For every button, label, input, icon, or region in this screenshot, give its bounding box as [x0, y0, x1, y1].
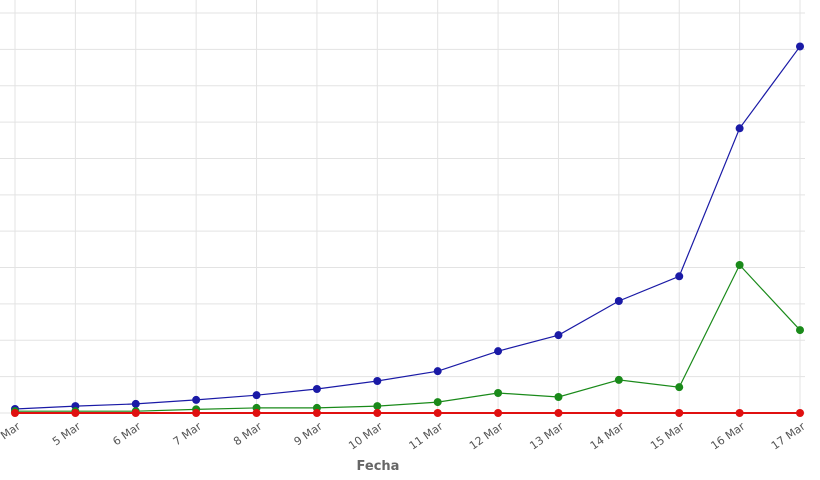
data-point: [494, 347, 503, 356]
data-point: [131, 399, 140, 408]
data-point: [373, 402, 382, 411]
data-point: [11, 409, 19, 417]
data-point: [614, 297, 623, 305]
data-point: [796, 42, 804, 51]
data-point: [735, 124, 744, 133]
data-point: [312, 409, 321, 417]
data-point: [312, 385, 321, 393]
data-point: [796, 409, 804, 417]
x-tick-label: 16 Mar: [709, 420, 748, 453]
data-point: [252, 409, 261, 417]
data-point: [71, 409, 80, 417]
data-point: [554, 409, 563, 417]
data-point: [433, 367, 442, 376]
data-point: [373, 409, 382, 417]
series-line: [14, 46, 801, 410]
data-point: [614, 409, 623, 417]
x-axis-label: Fecha: [357, 459, 400, 474]
data-point: [554, 331, 563, 340]
x-tick-label: 15 Mar: [648, 420, 687, 453]
series-line: [15, 263, 801, 412]
x-tick-label: 7 Mar: [171, 420, 204, 449]
data-point: [494, 389, 503, 397]
data-point: [675, 383, 684, 392]
data-point: [735, 409, 744, 417]
x-tick-label: 6 Mar: [110, 420, 143, 449]
x-tick-label: 14 Mar: [588, 420, 627, 453]
data-point: [192, 409, 201, 417]
data-point: [494, 409, 503, 417]
data-point: [614, 375, 623, 384]
data-point: [735, 261, 744, 269]
x-tick-label: 9 Mar: [292, 420, 325, 449]
data-point: [192, 395, 201, 404]
data-point: [373, 377, 382, 385]
x-tick-label: 8 Mar: [231, 420, 264, 449]
data-point: [252, 391, 261, 400]
data-point: [675, 409, 684, 417]
data-point: [433, 398, 442, 407]
x-tick-label: 17 Mar: [769, 420, 808, 453]
x-tick-label: 10 Mar: [346, 420, 385, 453]
data-point: [675, 272, 684, 281]
data-point: [796, 326, 804, 335]
x-tick-label: 11 Mar: [407, 420, 446, 453]
x-tick-label: 13 Mar: [527, 420, 566, 453]
x-tick-label: 4 Mar: [0, 420, 23, 449]
data-point: [433, 409, 442, 417]
data-point: [554, 393, 563, 401]
x-tick-label: 12 Mar: [467, 420, 506, 453]
data-point: [131, 409, 140, 417]
x-tick-label: 5 Mar: [50, 420, 83, 449]
